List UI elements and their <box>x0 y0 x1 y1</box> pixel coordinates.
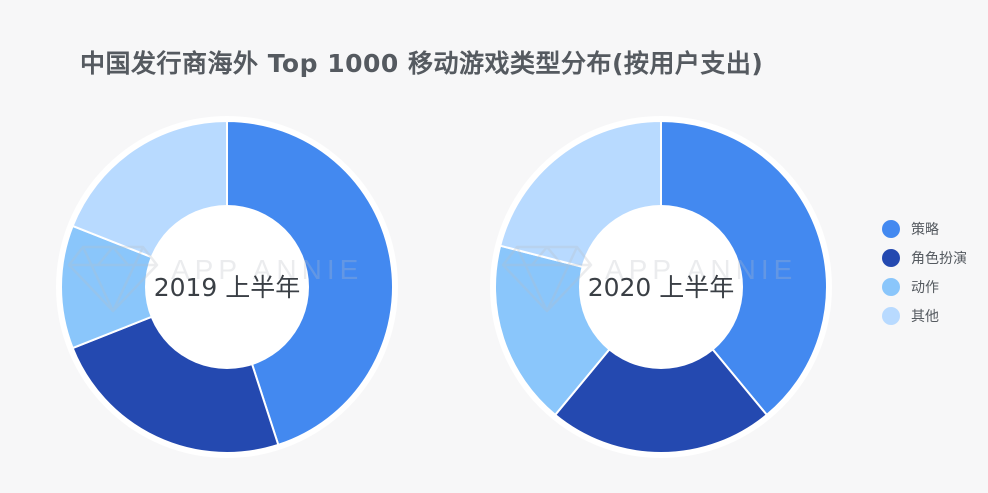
legend-swatch-rpg <box>882 248 900 267</box>
slice-strategy[interactable] <box>226 119 394 447</box>
donut-hole <box>579 205 743 369</box>
legend-label-rpg: 角色扮演 <box>911 250 967 267</box>
slice-strategy[interactable] <box>660 119 828 417</box>
legend-label-action: 动作 <box>911 279 939 296</box>
watermark-text: APP ANNIE <box>605 254 797 285</box>
legend-item-action[interactable]: 动作 <box>882 272 967 301</box>
legend-swatch-action <box>882 277 900 296</box>
slice-rpg[interactable] <box>553 285 769 454</box>
watermark: APP ANNIE <box>67 245 363 313</box>
legend-label-other: 其他 <box>911 308 939 325</box>
watermark-diamond-icon <box>67 245 159 313</box>
watermark: APP ANNIE <box>501 245 797 313</box>
legend-item-rpg[interactable]: 角色扮演 <box>882 243 967 272</box>
donut-hole <box>145 205 309 369</box>
legend-swatch-other <box>882 306 900 325</box>
chart-center-label: 2019 上半年 <box>154 273 301 302</box>
legend: 策略 角色扮演 动作 其他 <box>882 214 967 330</box>
legend-item-strategy[interactable]: 策略 <box>882 214 967 243</box>
legend-item-other[interactable]: 其他 <box>882 301 967 330</box>
legend-label-strategy: 策略 <box>911 221 939 238</box>
chart-center-label: 2020 上半年 <box>588 273 735 302</box>
legend-swatch-strategy <box>882 219 900 238</box>
watermark-diamond-icon <box>501 245 593 313</box>
slice-action[interactable] <box>60 224 230 350</box>
watermark-text: APP ANNIE <box>171 254 363 285</box>
page-title: 中国发行商海外 Top 1000 移动游戏类型分布(按用户支出) <box>80 49 764 78</box>
